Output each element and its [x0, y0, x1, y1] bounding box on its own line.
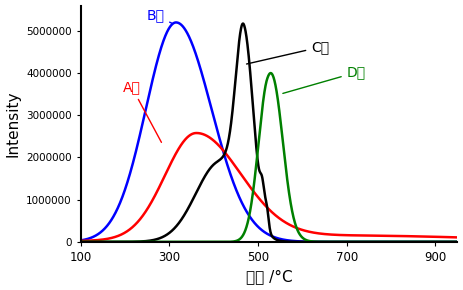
Text: B社: B社: [146, 8, 172, 23]
Text: C社: C社: [247, 40, 329, 64]
Text: D社: D社: [283, 66, 366, 93]
Y-axis label: Intensity: Intensity: [6, 90, 20, 157]
X-axis label: 温度 /°C: 温度 /°C: [246, 269, 293, 284]
Text: A社: A社: [123, 80, 162, 142]
